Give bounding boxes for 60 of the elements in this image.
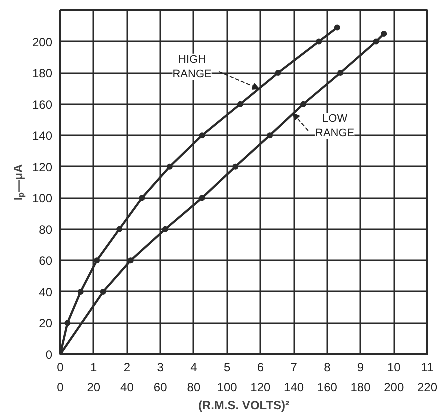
point [100, 288, 106, 295]
x2-tick-label: 0 [57, 360, 64, 374]
y-tick-label: 100 [32, 192, 53, 206]
point [232, 164, 239, 170]
x-tick-label: 180 [350, 380, 372, 394]
point [338, 70, 344, 76]
annotation: HIGH RANGE [172, 54, 212, 80]
x-tick-label: 160 [317, 380, 338, 394]
x-axis-title: (R.M.S. VOLTS)² [198, 398, 290, 412]
x2-tick-label: 9 [357, 360, 364, 374]
point [373, 38, 380, 45]
x-tick-label: 0 [57, 380, 64, 394]
point [162, 226, 168, 232]
point [94, 258, 100, 264]
x-tick-label: 40 [120, 380, 134, 394]
point [128, 258, 134, 264]
y-tick-label: 200 [32, 35, 53, 50]
x2-tick-label: 1 [90, 360, 98, 374]
x2-tick-label: 3 [157, 360, 164, 374]
x-tick-label: 140 [284, 380, 304, 394]
y-tick-label: 140 [32, 129, 53, 144]
x2-tick-label: 8 [324, 360, 332, 374]
point [64, 320, 71, 326]
y-axis-title: Iₚ—μA [11, 164, 26, 201]
annotation: LOW RANGE [316, 113, 355, 140]
x2-tick-label: 2 [124, 360, 131, 374]
y-tick-label: 40 [39, 285, 53, 300]
point [166, 164, 173, 170]
x2-tick-label: 4 [190, 360, 198, 374]
x2-tick-label: 10 [387, 360, 402, 374]
x2-tick-label: 5 [224, 360, 231, 374]
x-tick-label: 100 [217, 380, 238, 394]
y-tick-label: 20 [39, 316, 53, 331]
point [199, 132, 206, 139]
point [199, 195, 206, 202]
y-tick-label: 60 [39, 254, 53, 268]
x2-tick-label: 6 [257, 360, 264, 374]
point [300, 101, 307, 108]
y-tick-label: 120 [32, 160, 53, 174]
point [267, 132, 274, 139]
point [116, 226, 123, 232]
point [275, 70, 282, 76]
x-tick-label: 120 [250, 380, 272, 394]
point [139, 195, 146, 202]
point [78, 288, 84, 295]
point [237, 101, 244, 108]
x-tick-label: 80 [187, 380, 201, 394]
point [316, 38, 322, 45]
x-tick-label: 20 [87, 380, 101, 394]
x-tick-label: 200 [384, 380, 404, 394]
y-tick-label: 0 [46, 348, 53, 362]
x2-tick-label: 11 [421, 360, 434, 374]
x-tick-label: 60 [154, 380, 168, 394]
point [381, 30, 388, 37]
y-tick-label: 180 [32, 66, 53, 81]
x2-tick-label: 7 [290, 360, 298, 374]
y-tick-label: 80 [39, 222, 53, 237]
point [334, 24, 340, 31]
y-tick-label: 160 [32, 98, 53, 112]
x-tick-label: 220 [417, 380, 438, 394]
